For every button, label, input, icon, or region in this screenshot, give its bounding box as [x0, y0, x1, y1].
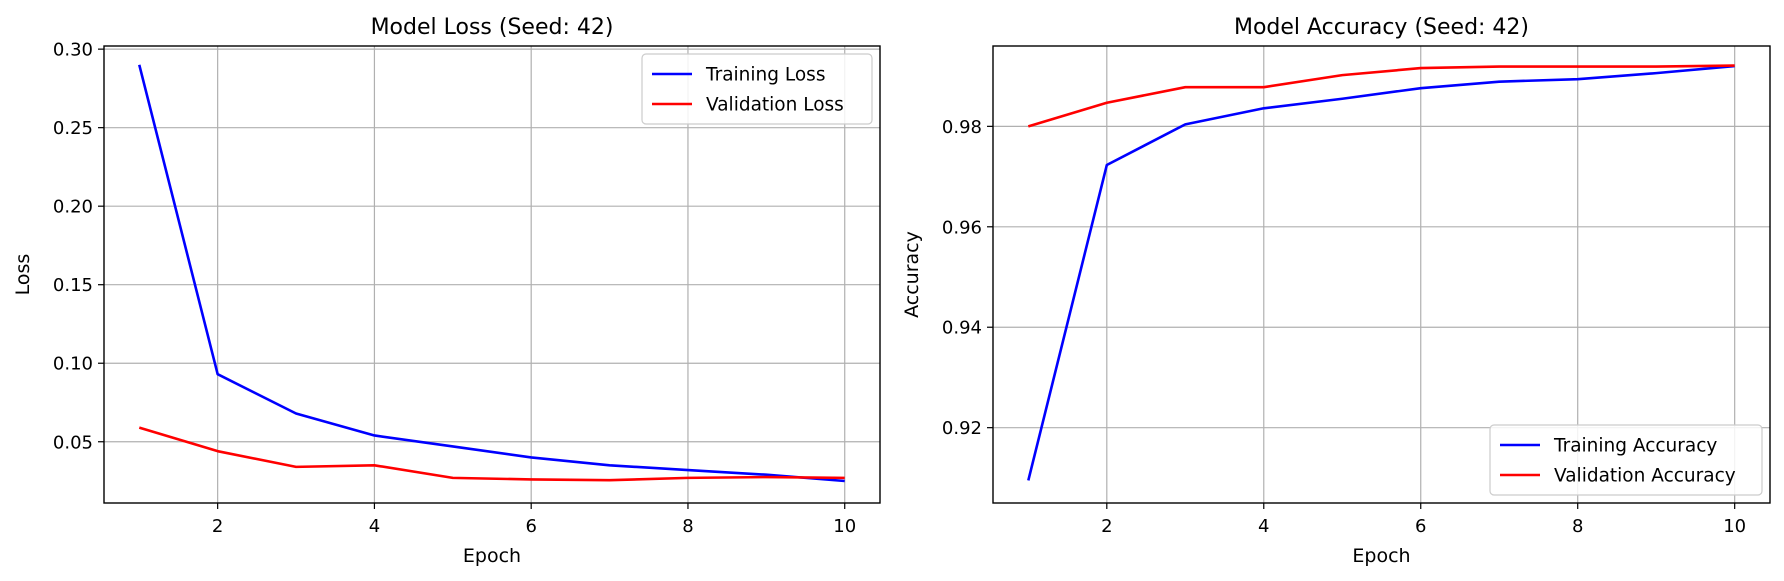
accuracy-x-tick-label: 4 — [1258, 516, 1269, 537]
loss-y-tick-label: 0.30 — [53, 40, 93, 61]
accuracy-series-line-validation — [1027, 64, 1735, 128]
accuracy-legend-label: Validation Accuracy — [1554, 466, 1736, 487]
accuracy-grid — [993, 46, 1770, 503]
accuracy-x-tick-label: 6 — [1415, 516, 1426, 537]
accuracy-legend: Training Accuracy Validation Accuracy — [1489, 424, 1763, 496]
accuracy-series-line-training — [1027, 64, 1735, 481]
accuracy-y-tick-label: 0.92 — [942, 418, 982, 439]
accuracy-y-tick-label: 0.98 — [942, 117, 982, 138]
accuracy-x-tick-label: 8 — [1572, 516, 1583, 537]
accuracy-x-axis-label: Epoch — [1352, 545, 1410, 567]
loss-grid — [104, 46, 880, 503]
loss-legend-box — [641, 53, 873, 125]
accuracy-chart: Model Accuracy (Seed: 42) Epoch Accuracy… — [901, 15, 1771, 567]
accuracy-y-axis-label: Accuracy — [901, 231, 923, 318]
accuracy-x-tick-label: 10 — [1723, 516, 1746, 537]
loss-x-axis-label: Epoch — [463, 545, 521, 567]
loss-y-tick-label: 0.25 — [53, 118, 93, 139]
loss-x-tick-label: 6 — [525, 516, 536, 537]
loss-x-tick-label: 10 — [833, 516, 856, 537]
loss-legend: Training Loss Validation Loss — [641, 53, 873, 125]
loss-legend-label: Validation Loss — [706, 95, 844, 116]
loss-series-line-training — [138, 64, 845, 483]
loss-x-tick-label: 8 — [682, 516, 693, 537]
loss-y-axis-label: Loss — [12, 254, 34, 296]
accuracy-y-tick-label: 0.96 — [942, 217, 982, 238]
accuracy-x-tick-label: 2 — [1101, 516, 1112, 537]
loss-x-tick-label: 4 — [369, 516, 380, 537]
loss-y-tick-label: 0.10 — [53, 354, 93, 375]
loss-y-tick-label: 0.20 — [53, 197, 93, 218]
loss-axes-frame — [103, 45, 881, 504]
accuracy-axes-frame — [992, 45, 1771, 504]
loss-chart: Model Loss (Seed: 42) Epoch Loss 2 4 6 8 10 0… — [12, 15, 881, 567]
loss-legend-label: Training Loss — [705, 65, 825, 86]
accuracy-chart-title: Model Accuracy (Seed: 42) — [1234, 15, 1529, 40]
loss-y-tick-label: 0.05 — [53, 432, 93, 453]
loss-series-line-validation — [138, 426, 845, 482]
accuracy-legend-box — [1489, 424, 1763, 496]
loss-x-tick-label: 2 — [212, 516, 223, 537]
accuracy-legend-label: Training Accuracy — [1553, 436, 1717, 457]
loss-chart-title: Model Loss (Seed: 42) — [371, 15, 614, 40]
accuracy-y-tick-label: 0.94 — [942, 318, 982, 339]
loss-y-tick-label: 0.15 — [53, 275, 93, 296]
